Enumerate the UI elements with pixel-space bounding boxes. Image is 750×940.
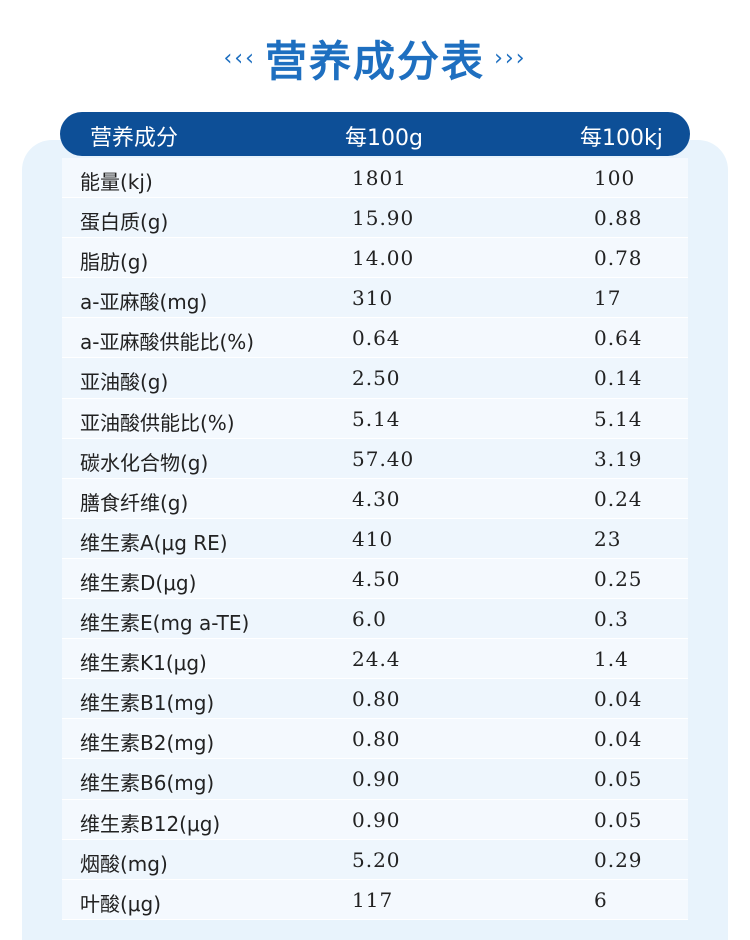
- table-row: 维生素D(μg) 4.50 0.25: [62, 558, 688, 600]
- value-per-100g: 0.64: [352, 326, 401, 351]
- value-per-100g: 4.50: [352, 566, 401, 591]
- table-row: 维生素B6(mg) 0.90 0.05: [62, 759, 688, 800]
- value-per-100kj: 0.04: [594, 687, 643, 712]
- nutrient-name: 膳食纤维(g): [80, 490, 189, 515]
- nutrient-name: 碳水化合物(g): [80, 450, 209, 475]
- nutrient-name: 维生素B2(mg): [80, 731, 215, 756]
- table-row: 维生素E(mg a-TE) 6.0 0.3: [62, 599, 688, 640]
- nutrient-name: 亚油酸供能比(%): [80, 410, 235, 435]
- table-row: 膳食纤维(g) 4.30 0.24: [62, 478, 688, 519]
- table-row: 叶酸(μg) 117 6: [62, 879, 688, 920]
- nutrient-name: 叶酸(μg): [80, 891, 162, 916]
- table-row: 亚油酸供能比(%) 5.14 5.14: [62, 398, 688, 439]
- value-per-100g: 0.80: [352, 727, 401, 752]
- value-per-100kj: 0.29: [594, 847, 643, 872]
- table-row: 维生素B1(mg) 0.80 0.04: [62, 679, 688, 720]
- nutrient-name: 脂肪(g): [80, 250, 149, 275]
- value-per-100g: 0.80: [352, 687, 401, 712]
- value-per-100kj: 0.05: [594, 767, 643, 792]
- header-per-100kj: 每100kj: [580, 126, 663, 151]
- value-per-100g: 2.50: [352, 366, 401, 391]
- value-per-100g: 117: [352, 887, 394, 912]
- table-row: 碳水化合物(g) 57.40 3.19: [62, 438, 688, 479]
- value-per-100kj: 6: [594, 887, 608, 912]
- nutrient-name: 维生素B12(μg): [80, 811, 221, 836]
- table-row: 维生素B2(mg) 0.80 0.04: [62, 719, 688, 760]
- table-header: 营养成分 每100g 每100kj: [60, 112, 690, 156]
- nutrient-name: 烟酸(mg): [80, 851, 168, 876]
- table-row: 烟酸(mg) 5.20 0.29: [62, 839, 688, 880]
- value-per-100g: 6.0: [352, 607, 387, 632]
- value-per-100kj: 17: [594, 286, 622, 311]
- value-per-100g: 410: [352, 526, 394, 551]
- value-per-100kj: 23: [594, 526, 622, 551]
- value-per-100g: 1801: [352, 166, 407, 190]
- table-row: 脂肪(g) 14.00 0.78: [62, 238, 688, 279]
- value-per-100kj: 0.04: [594, 727, 643, 752]
- value-per-100kj: 3.19: [594, 446, 643, 471]
- value-per-100kj: 0.14: [594, 366, 643, 391]
- table-row: a-亚麻酸供能比(%) 0.64 0.64: [62, 318, 688, 359]
- value-per-100kj: 100: [594, 166, 636, 190]
- value-per-100kj: 0.78: [594, 246, 643, 271]
- left-chevrons-icon: ‹‹‹: [223, 46, 256, 71]
- value-per-100g: 14.00: [352, 246, 415, 271]
- nutrient-name: 维生素D(μg): [80, 570, 197, 595]
- header-nutrient: 营养成分: [90, 126, 179, 151]
- nutrient-name: a-亚麻酸(mg): [80, 290, 208, 315]
- header-per-100g: 每100g: [345, 126, 423, 151]
- table-row: 维生素B12(μg) 0.90 0.05: [62, 799, 688, 840]
- value-per-100g: 5.20: [352, 847, 401, 872]
- value-per-100kj: 0.05: [594, 807, 643, 832]
- value-per-100g: 0.90: [352, 767, 401, 792]
- table-row: 蛋白质(g) 15.90 0.88: [62, 198, 688, 239]
- value-per-100kj: 0.88: [594, 206, 643, 231]
- right-chevrons-icon: ›››: [494, 46, 527, 71]
- nutrient-name: a-亚麻酸供能比(%): [80, 330, 255, 355]
- nutrient-name: 能量(kj): [80, 170, 153, 194]
- table-row: 能量(kj) 1801 100: [62, 158, 688, 199]
- value-per-100g: 0.90: [352, 807, 401, 832]
- nutrient-name: 维生素K1(μg): [80, 651, 207, 676]
- nutrient-name: 维生素A(μg RE): [80, 530, 228, 555]
- table-row: 亚油酸(g) 2.50 0.14: [62, 358, 688, 399]
- table-row: a-亚麻酸(mg) 310 17: [62, 278, 688, 319]
- page-header: ‹‹‹ 营养成分表 ›››: [0, 28, 750, 89]
- nutrient-name: 蛋白质(g): [80, 210, 169, 235]
- value-per-100kj: 0.3: [594, 607, 629, 632]
- table-row: 维生素A(μg RE) 410 23: [62, 518, 688, 559]
- value-per-100g: 57.40: [352, 446, 415, 471]
- value-per-100g: 15.90: [352, 206, 415, 231]
- nutrient-name: 维生素B6(mg): [80, 771, 215, 796]
- nutrient-name: 维生素E(mg a-TE): [80, 611, 250, 636]
- value-per-100kj: 0.24: [594, 486, 643, 511]
- value-per-100g: 5.14: [352, 406, 401, 431]
- value-per-100kj: 0.25: [594, 566, 643, 591]
- nutrient-name: 亚油酸(g): [80, 370, 169, 395]
- nutrient-name: 维生素B1(mg): [80, 691, 215, 716]
- value-per-100g: 24.4: [352, 647, 401, 672]
- value-per-100kj: 5.14: [594, 406, 643, 431]
- table-row: 维生素K1(μg) 24.4 1.4: [62, 639, 688, 680]
- value-per-100kj: 1.4: [594, 647, 629, 672]
- value-per-100g: 4.30: [352, 486, 401, 511]
- page-title: 营养成分表: [264, 37, 485, 86]
- value-per-100kj: 0.64: [594, 326, 643, 351]
- nutrition-table: 能量(kj) 1801 100 蛋白质(g) 15.90 0.88 脂肪(g) 14.00 0.…: [62, 158, 688, 920]
- value-per-100g: 310: [352, 286, 394, 311]
